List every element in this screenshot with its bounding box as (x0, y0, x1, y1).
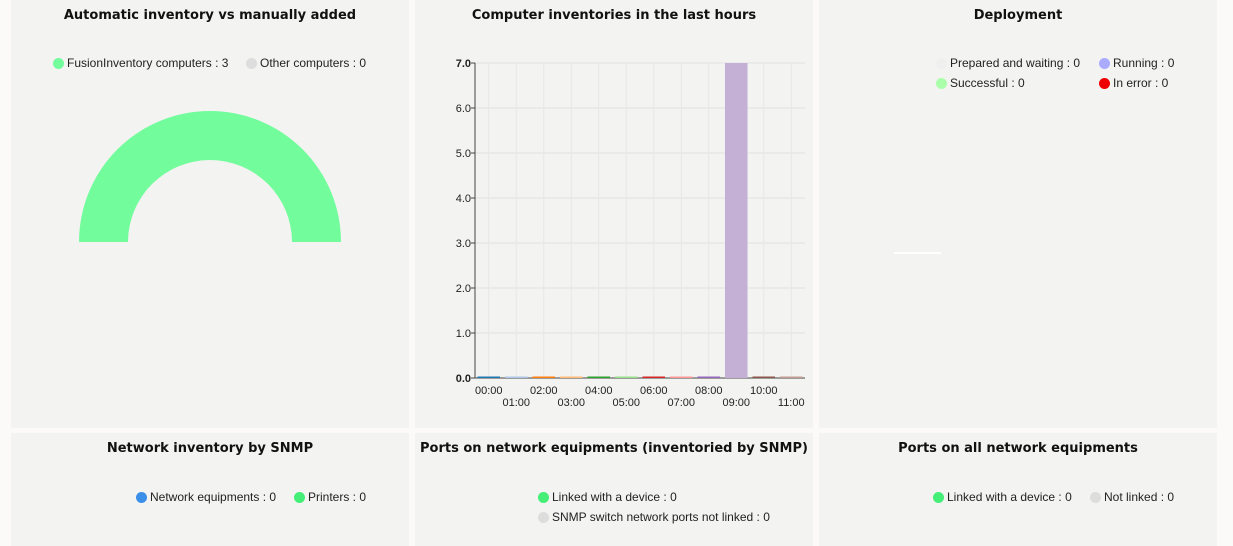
bar[interactable] (504, 376, 528, 379)
legend-dot-icon (933, 491, 944, 503)
legend-item-linked-device[interactable]: Linked with a device : 0 (538, 490, 677, 504)
legend-dot-icon (936, 77, 947, 89)
legend-dot-icon (936, 57, 947, 69)
y-tick-label: 3.0 (456, 238, 471, 250)
legend-dot-icon (1099, 57, 1110, 69)
legend-label: FusionInventory computers : 3 (67, 56, 229, 70)
bar[interactable] (669, 376, 693, 379)
y-tick-label: 7.0 (456, 58, 471, 70)
empty-chart-line (894, 252, 941, 254)
legend-label: Printers : 0 (308, 490, 367, 504)
bar[interactable] (532, 376, 556, 379)
legend-label: Other computers : 0 (260, 56, 367, 70)
half-donut-chart (79, 111, 341, 242)
legend-item-successful[interactable]: Successful : 0 (936, 76, 1025, 90)
y-tick-label: 5.0 (456, 148, 471, 160)
legend-label: SNMP switch network ports not linked : 0 (552, 510, 770, 524)
bar[interactable] (697, 376, 721, 379)
x-tick-label: 00:00 (475, 385, 503, 397)
legend-dot-icon (538, 491, 549, 503)
legend-item-linked-device[interactable]: Linked with a device : 0 (933, 490, 1072, 504)
y-tick-label: 0.0 (456, 373, 471, 385)
bar[interactable] (477, 376, 501, 379)
x-tick-label: 01:00 (502, 397, 530, 409)
panel-title: Ports on network equipments (inventoried… (420, 441, 808, 456)
legend-label: Linked with a device : 0 (947, 490, 1072, 504)
y-tick-label: 1.0 (456, 328, 471, 340)
legend-dot-icon (1099, 77, 1110, 89)
legend-label: Prepared and waiting : 0 (950, 56, 1081, 70)
x-tick-label: 03:00 (557, 397, 585, 409)
legend-item-in-error[interactable]: In error : 0 (1099, 76, 1168, 90)
bar[interactable] (779, 376, 803, 379)
x-tick-label: 11:00 (778, 397, 805, 409)
x-tick-label: 02:00 (530, 385, 558, 397)
legend-label: Running : 0 (1113, 56, 1175, 70)
bar[interactable] (587, 376, 611, 379)
legend-label: Network equipments : 0 (150, 490, 277, 504)
legend-dot-icon (53, 57, 64, 69)
panel-auto-vs-manual: Automatic inventory vs manually added Fu… (11, 0, 409, 428)
x-tick-label: 09:00 (722, 397, 750, 409)
x-tick-label: 08:00 (695, 385, 723, 397)
legend-dot-icon (136, 491, 147, 503)
bar[interactable] (724, 63, 748, 378)
inventories-bar-chart: 0.01.02.03.04.05.06.07.000:0001:0002:000… (456, 58, 805, 409)
panel-title: Deployment (973, 8, 1063, 23)
panel-ports-snmp: Ports on network equipments (inventoried… (415, 433, 813, 546)
legend-item-other-computers[interactable]: Other computers : 0 (246, 56, 366, 70)
legend-item-not-linked[interactable]: Not linked : 0 (1090, 490, 1174, 504)
x-tick-label: 10:00 (750, 385, 778, 397)
legend-label: Linked with a device : 0 (552, 490, 677, 504)
legend-dot-icon (538, 511, 549, 523)
legend-item-printers[interactable]: Printers : 0 (294, 490, 366, 504)
panel-title: Automatic inventory vs manually added (63, 8, 357, 23)
panel-title: Ports on all network equipments (898, 441, 1138, 456)
panel-inventories-last-hours: Computer inventories in the last hours 0… (415, 0, 813, 428)
bar[interactable] (559, 376, 583, 379)
y-tick-label: 6.0 (456, 103, 471, 115)
legend-label: Successful : 0 (950, 76, 1025, 90)
legend-item-snmp-not-linked[interactable]: SNMP switch network ports not linked : 0 (538, 510, 770, 524)
legend-label: Not linked : 0 (1104, 490, 1175, 504)
legend-dot-icon (246, 57, 257, 69)
bar[interactable] (752, 376, 776, 379)
panel-network-snmp: Network inventory by SNMP Network equipm… (11, 433, 409, 546)
legend-item-prepared-waiting[interactable]: Prepared and waiting : 0 (936, 56, 1080, 70)
panel-deployment: Deployment Prepared and waiting : 0 Runn… (819, 0, 1217, 428)
legend-label: In error : 0 (1113, 76, 1169, 90)
x-tick-label: 06:00 (640, 385, 668, 397)
legend-item-fusioninventory[interactable]: FusionInventory computers : 3 (53, 56, 228, 70)
y-tick-label: 4.0 (456, 193, 471, 205)
panel-ports-all: Ports on all network equipments Linked w… (819, 433, 1217, 546)
bar[interactable] (614, 376, 638, 379)
x-tick-label: 07:00 (667, 397, 695, 409)
x-tick-label: 04:00 (585, 385, 613, 397)
legend-dot-icon (294, 491, 305, 503)
donut-segment-fusioninventory[interactable] (79, 111, 341, 242)
y-tick-label: 2.0 (456, 283, 471, 295)
panel-title: Computer inventories in the last hours (471, 8, 757, 23)
legend-dot-icon (1090, 491, 1101, 503)
legend-item-network-equipments[interactable]: Network equipments : 0 (136, 490, 276, 504)
x-tick-label: 05:00 (612, 397, 640, 409)
panel-title: Network inventory by SNMP (106, 441, 314, 456)
bar[interactable] (642, 376, 666, 379)
legend-item-running[interactable]: Running : 0 (1099, 56, 1174, 70)
